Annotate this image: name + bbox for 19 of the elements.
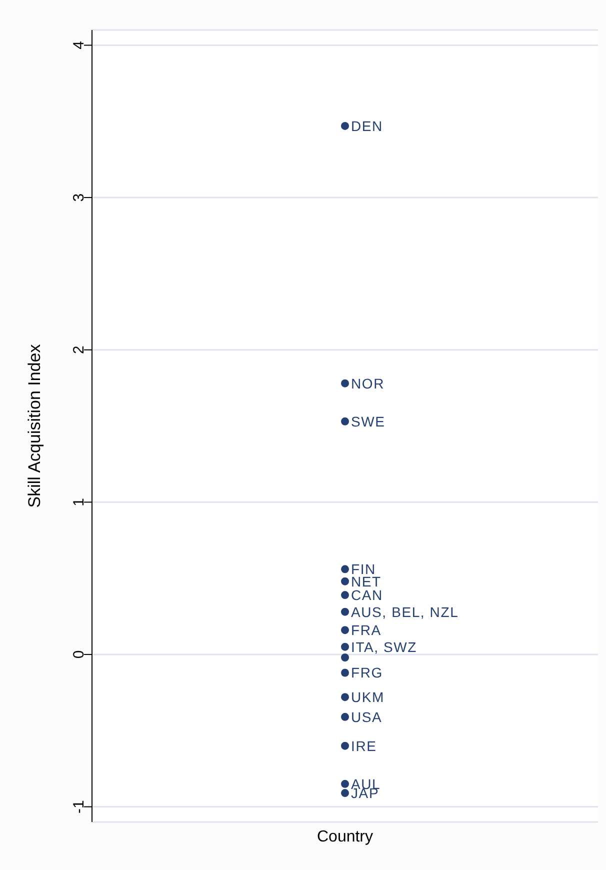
data-label: ITA, SWZ [351,638,418,655]
data-label: IRE [351,738,377,754]
x-axis-title: Country [316,828,374,846]
y-tick-label: 2 [70,346,88,354]
data-label: AUS, BEL, NZL [351,604,459,620]
data-label: DEN [351,118,383,134]
y-axis-title: Skill Acquisition Index [25,344,44,508]
data-label: CAN [351,587,383,604]
data-label: NOR [351,375,385,392]
y-tick-label: -1 [70,800,88,814]
y-tick-label: 0 [70,650,88,659]
y-tick-label: 4 [70,41,88,50]
y-tick-label: 3 [70,193,88,202]
y-tick-label: 1 [70,498,88,506]
data-label: FRA [351,622,382,638]
data-label: FRG [351,664,383,681]
data-label: SWE [351,413,386,430]
data-label: USA [351,708,382,725]
data-label: UKM [351,689,385,706]
